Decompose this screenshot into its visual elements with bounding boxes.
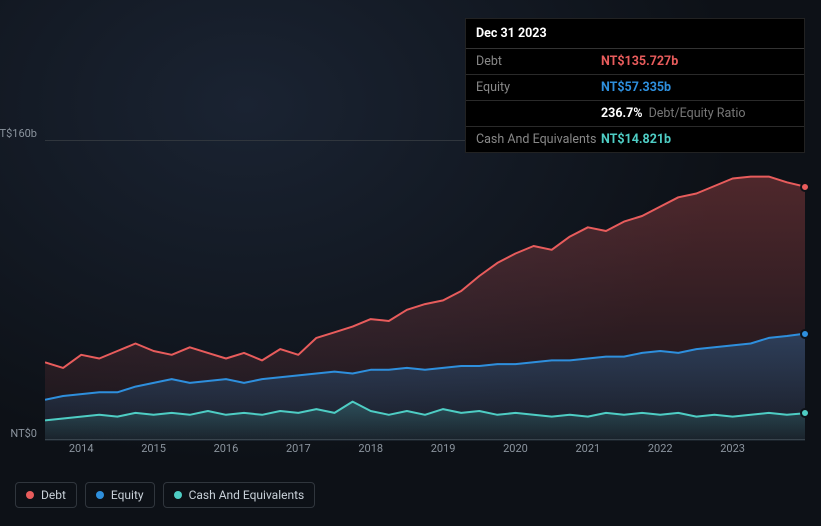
- tooltip-row-label: Debt: [476, 54, 601, 69]
- chart-plot-area[interactable]: [45, 140, 805, 440]
- x-axis-label: 2018: [358, 442, 383, 455]
- legend-item-equity[interactable]: Equity: [85, 482, 155, 508]
- tooltip-date: Dec 31 2023: [466, 19, 804, 49]
- x-axis-label: 2023: [720, 442, 745, 455]
- tooltip-row-label: Cash And Equivalents: [476, 132, 601, 147]
- x-axis: 2014 2015 2016 2017 2018 2019 2020 2021 2022 2023: [45, 442, 805, 462]
- tooltip-row: Cash And EquivalentsNT$14.821b: [466, 127, 804, 152]
- tooltip-row: 236.7%Debt/Equity Ratio: [466, 101, 804, 127]
- chart-svg: [45, 141, 805, 441]
- x-axis-label: 2020: [503, 442, 528, 455]
- tooltip-row-value: NT$57.335b: [601, 80, 671, 95]
- legend-label: Debt: [41, 488, 66, 502]
- legend-dot-icon: [96, 491, 104, 499]
- tooltip-row-value: 236.7%Debt/Equity Ratio: [601, 106, 746, 121]
- x-axis-label: 2016: [214, 442, 239, 455]
- x-axis-label: 2022: [648, 442, 673, 455]
- y-axis-label: NT$0: [0, 427, 37, 440]
- tooltip-row-value: NT$14.821b: [601, 132, 671, 147]
- legend-dot-icon: [26, 491, 34, 499]
- y-axis-label: NT$160b: [0, 127, 37, 140]
- series-end-dot: [800, 408, 810, 418]
- chart-tooltip: Dec 31 2023 DebtNT$135.727bEquityNT$57.3…: [465, 18, 805, 153]
- x-axis-label: 2015: [141, 442, 166, 455]
- tooltip-row-extra: Debt/Equity Ratio: [649, 106, 746, 121]
- legend-label: Cash And Equivalents: [189, 488, 305, 502]
- chart-legend: Debt Equity Cash And Equivalents: [15, 482, 315, 508]
- tooltip-row: DebtNT$135.727b: [466, 49, 804, 75]
- x-axis-label: 2019: [431, 442, 456, 455]
- x-axis-label: 2017: [286, 442, 311, 455]
- tooltip-row-value: NT$135.727b: [601, 54, 678, 69]
- legend-label: Equity: [111, 488, 144, 502]
- x-axis-label: 2014: [69, 442, 94, 455]
- series-end-dot: [800, 182, 810, 192]
- legend-item-debt[interactable]: Debt: [15, 482, 77, 508]
- legend-dot-icon: [174, 491, 182, 499]
- series-end-dot: [800, 329, 810, 339]
- tooltip-row: EquityNT$57.335b: [466, 75, 804, 101]
- legend-item-cash-and-equivalents[interactable]: Cash And Equivalents: [163, 482, 316, 508]
- x-axis-label: 2021: [575, 442, 600, 455]
- tooltip-row-label: [476, 106, 601, 121]
- tooltip-row-label: Equity: [476, 80, 601, 95]
